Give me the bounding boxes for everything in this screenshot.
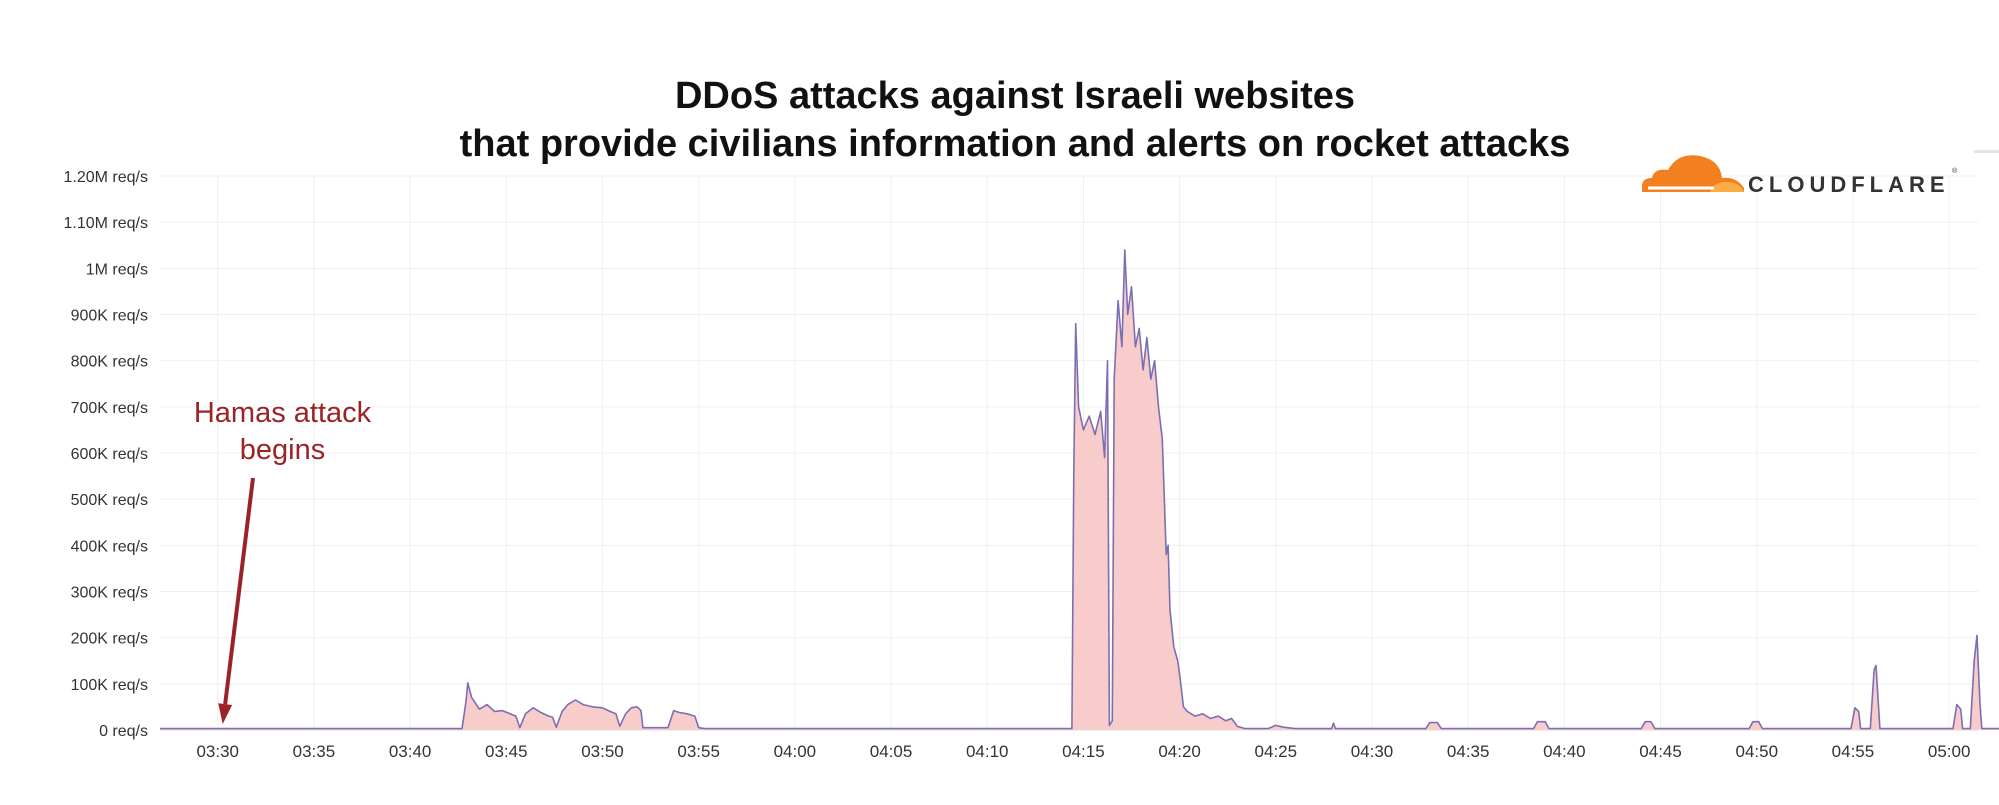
chart-title-line-1: DDoS attacks against Israeli websites — [674, 75, 1356, 117]
x-tick-label: 04:25 — [1255, 742, 1298, 761]
series-layer — [160, 249, 1999, 730]
annotation-arrow-layer — [218, 477, 255, 724]
x-tick-label: 03:35 — [293, 742, 336, 761]
y-tick-label: 200K req/s — [71, 631, 148, 648]
y-tick-label: 1M req/s — [86, 261, 148, 278]
x-tick-label: 04:40 — [1543, 742, 1586, 761]
y-tick-label: 100K req/s — [71, 677, 148, 694]
series-line — [160, 249, 1999, 730]
y-tick-label: 400K req/s — [71, 538, 148, 555]
y-tick-label: 700K req/s — [71, 400, 148, 417]
x-tick-label: 04:10 — [966, 742, 1009, 761]
cloud-icon — [1642, 155, 1744, 192]
x-tick-label: 04:45 — [1639, 742, 1682, 761]
x-tick-label: 04:20 — [1158, 742, 1201, 761]
series-area — [160, 249, 1999, 730]
x-tick-label: 03:40 — [389, 742, 432, 761]
x-tick-label: 04:35 — [1447, 742, 1490, 761]
x-tick-label: 04:15 — [1062, 742, 1105, 761]
annotation-line-1: Hamas attack — [193, 397, 372, 429]
x-tick-label: 04:50 — [1735, 742, 1778, 761]
annotation-arrow — [223, 477, 255, 705]
x-tick-label: 03:30 — [196, 742, 239, 761]
x-tick-label: 04:55 — [1832, 742, 1875, 761]
y-tick-label: 1.10M req/s — [64, 215, 148, 232]
y-tick-label: 300K req/s — [71, 585, 148, 602]
x-tick-label: 04:05 — [870, 742, 913, 761]
x-tick-label: 04:30 — [1351, 742, 1394, 761]
logo-text: CLOUDFLARE — [1748, 172, 1950, 197]
chart-title: DDoS attacks against Israeli websites th… — [0, 72, 1999, 168]
x-tick-label: 03:45 — [485, 742, 528, 761]
annotation-line-2: begins — [239, 434, 326, 466]
edge-mark — [1974, 150, 1999, 153]
chart-title-line-2: that provide civilians information and a… — [459, 123, 1571, 165]
y-tick-label: 1.20M req/s — [64, 169, 148, 186]
x-tick-label: 05:00 — [1928, 742, 1971, 761]
annotation-arrowhead — [218, 703, 233, 724]
cloudflare-logo: CLOUDFLARE ® — [1640, 148, 1970, 197]
grid-lines — [160, 175, 1978, 731]
y-tick-label: 600K req/s — [71, 446, 148, 463]
x-axis: 03:30 03:35 03:40 03:45 03:50 03:55 04:00 04:05… — [196, 742, 1970, 761]
x-tick-label: 03:55 — [677, 742, 720, 761]
y-tick-label: 900K req/s — [71, 308, 148, 325]
x-tick-label: 03:50 — [581, 742, 624, 761]
x-tick-label: 04:00 — [774, 742, 817, 761]
y-axis: 0 req/s 100K req/s 200K req/s 300K req/s 400… — [64, 169, 148, 740]
annotation-label: Hamas attack begins — [140, 395, 425, 469]
y-tick-label: 0 req/s — [99, 723, 148, 740]
y-tick-label: 500K req/s — [71, 492, 148, 509]
y-tick-label: 800K req/s — [71, 354, 148, 371]
logo-trademark: ® — [1952, 168, 1958, 175]
